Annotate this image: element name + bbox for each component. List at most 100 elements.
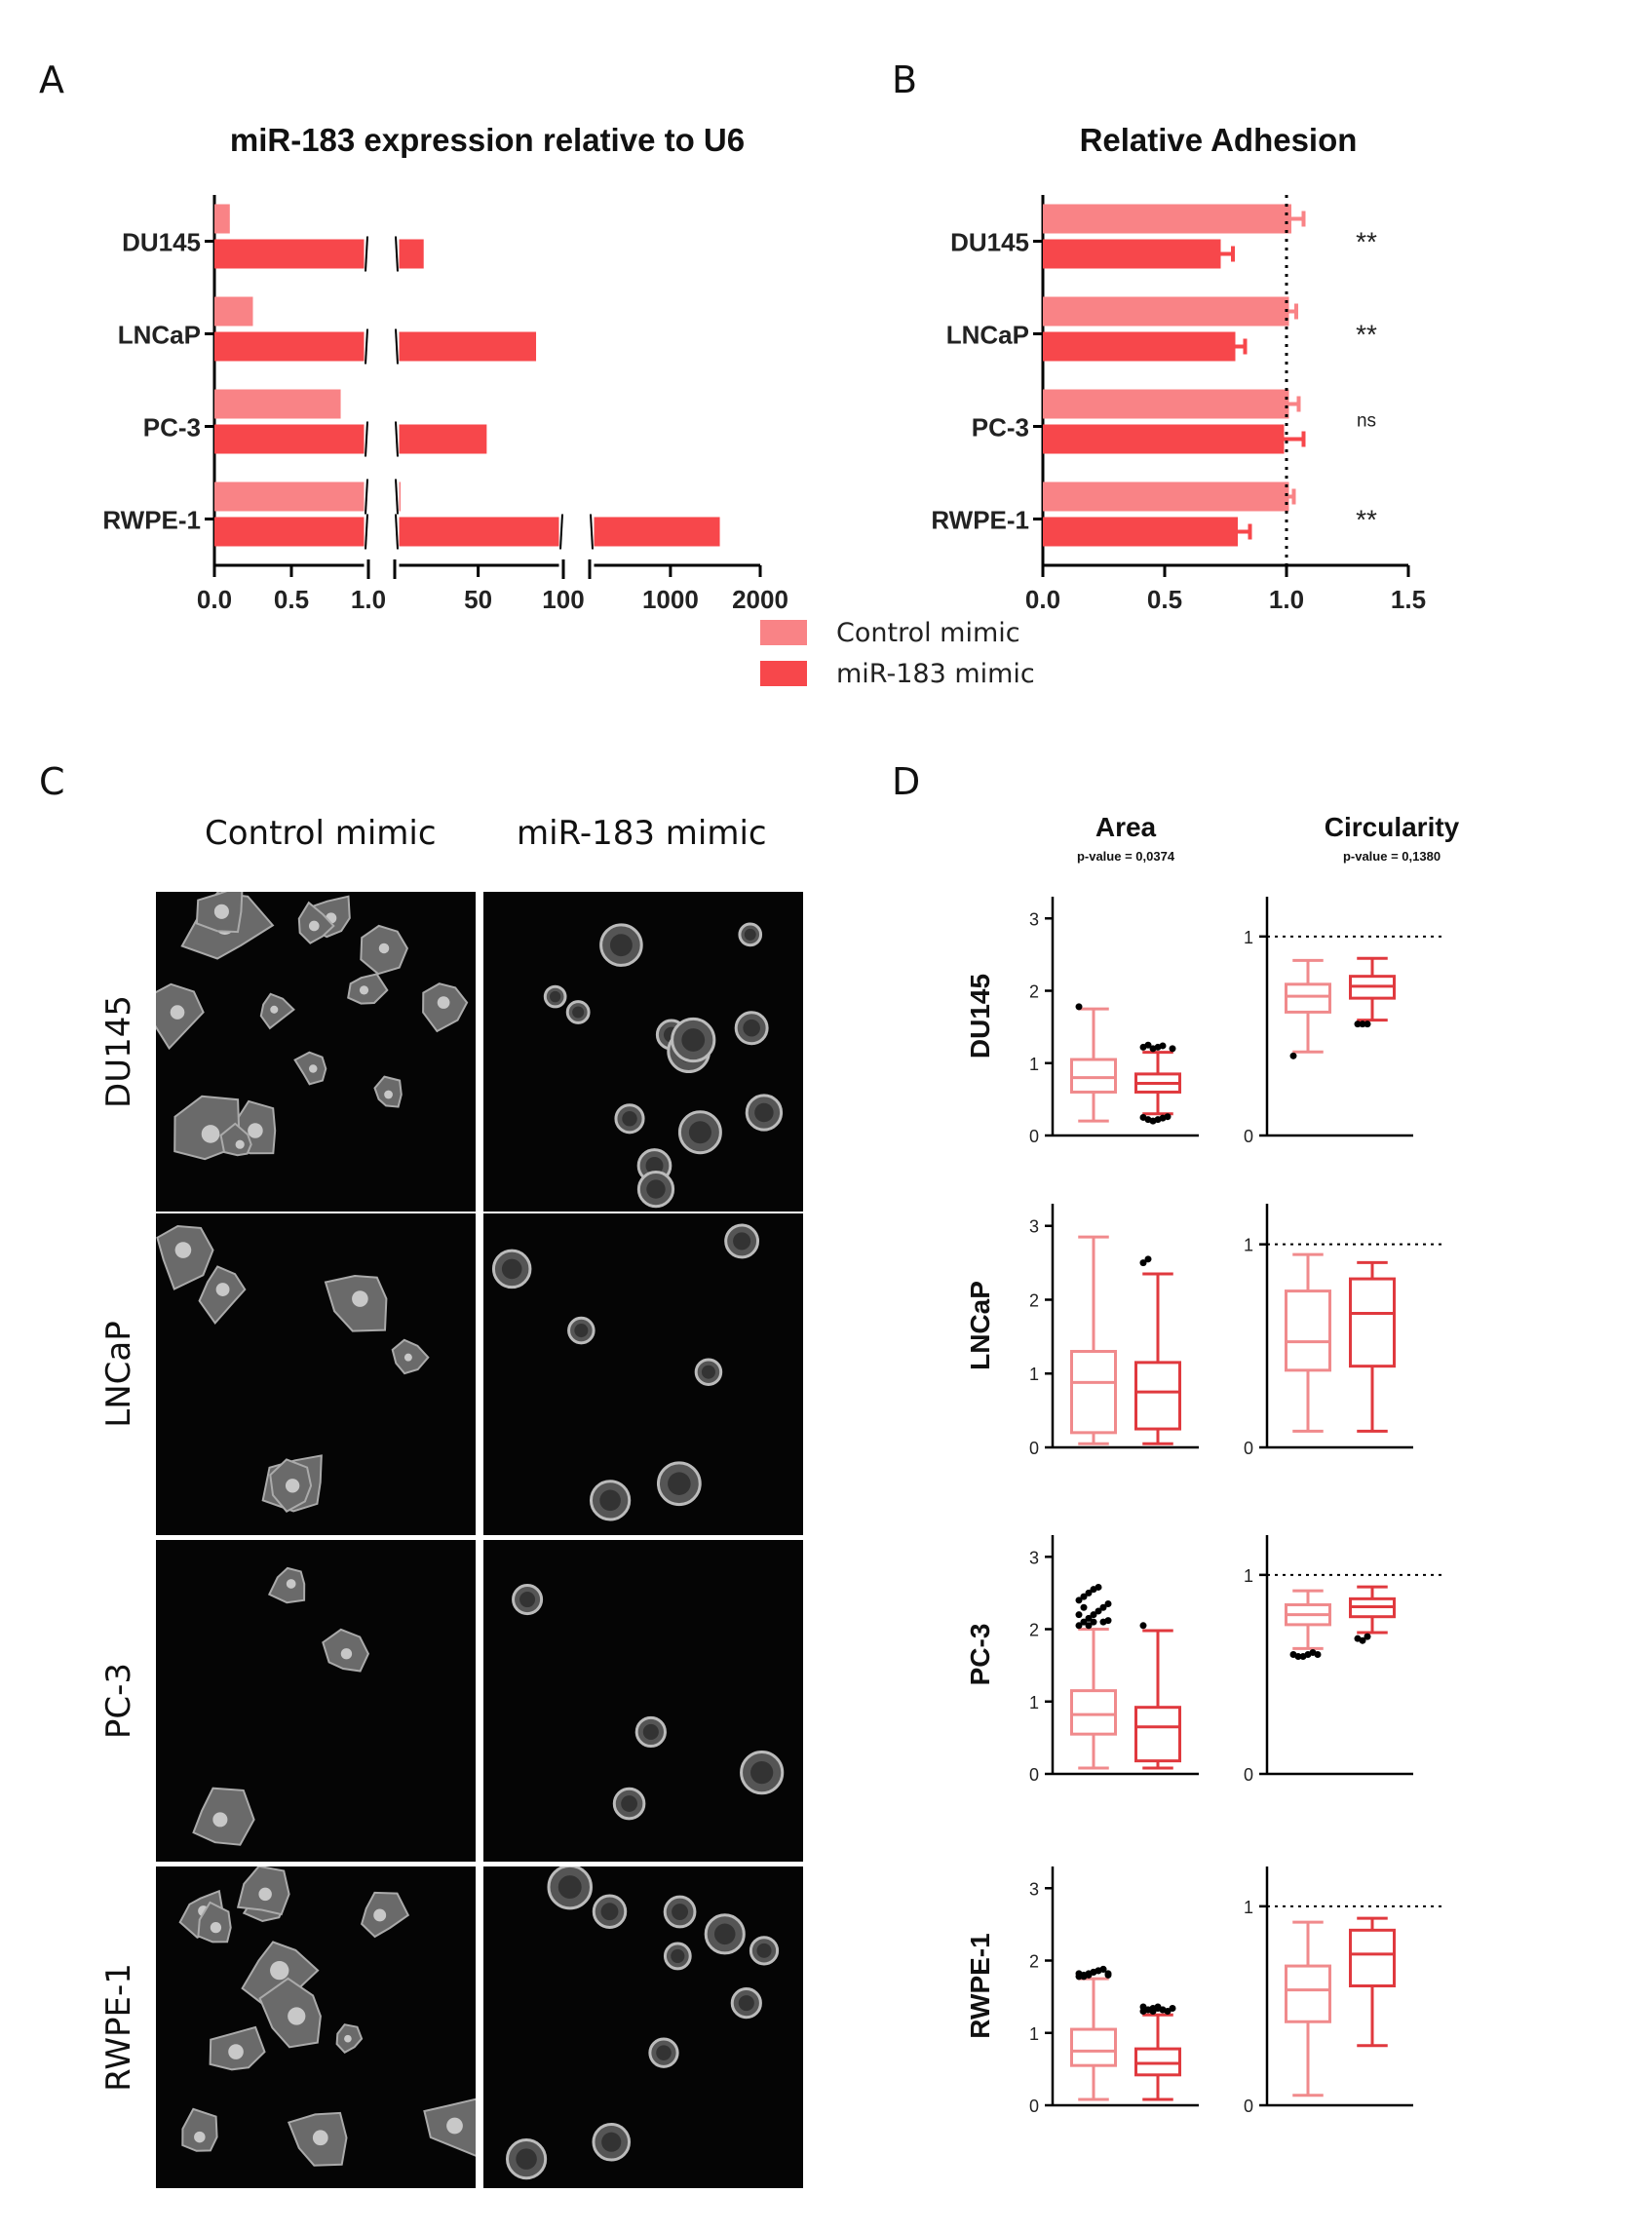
micrograph-cell-nucleus <box>215 1283 230 1296</box>
micrograph-cell-nucleus <box>549 990 561 1003</box>
chart-a-x-tick-label: 0.0 <box>197 585 232 614</box>
micrograph-cell-nucleus <box>228 2044 244 2059</box>
chart-d-outlier <box>1164 1113 1172 1121</box>
micrograph-cell-nucleus <box>308 1064 318 1073</box>
chart-a-break-mark <box>365 479 368 515</box>
chart-a-bar <box>214 296 253 327</box>
chart-d-y-tick-label: 1 <box>1029 2024 1039 2044</box>
chart-d-y-tick-label: 1 <box>1029 1055 1039 1074</box>
micrograph-cell-nucleus <box>572 1006 585 1019</box>
chart-a-bar <box>395 517 563 547</box>
micrograph-cell-nucleus <box>754 1102 774 1123</box>
chart-d-box <box>1070 1689 1117 1736</box>
micrograph-cell-nucleus <box>681 1028 706 1052</box>
chart-d-outlier <box>1169 2005 1176 2013</box>
chart-b-category-label: RWPE-1 <box>931 506 1029 535</box>
chart-d-y-tick-label: 0 <box>1244 1439 1253 1458</box>
chart-d-column-subtitle: p-value = 0,0374 <box>1077 849 1175 864</box>
chart-d-y-tick-label: 2 <box>1029 1290 1039 1310</box>
chart-d-box <box>1070 2027 1117 2067</box>
chart-b-category-label: PC-3 <box>972 413 1029 443</box>
chart-b-significance: ** <box>1356 227 1377 257</box>
micrograph-cell-nucleus <box>642 1723 659 1740</box>
micrograph-cell-nucleus <box>213 904 229 919</box>
micrograph-cell-nucleus <box>750 1761 774 1785</box>
chart-d-y-tick-label: 0 <box>1244 1127 1253 1146</box>
chart-d-y-tick-label: 0 <box>1029 1127 1039 1146</box>
chart-d-row-label: RWPE-1 <box>965 1933 995 2038</box>
micrograph-cells <box>505 1866 780 2180</box>
micrograph-cell-nucleus <box>600 1903 619 1921</box>
chart-d-outlier <box>1085 1622 1093 1630</box>
chart-d-outlier <box>1075 1003 1083 1011</box>
micrograph-cell-nucleus <box>312 2130 328 2146</box>
micrograph-cell-nucleus <box>501 1258 522 1280</box>
micrograph-cell-nucleus <box>671 1948 685 1964</box>
chart-a-break-mark <box>395 479 399 515</box>
micrograph-cell-nucleus <box>574 1324 589 1338</box>
micrograph-row-label: RWPE-1 <box>99 1963 138 2092</box>
chart-b-x-tick-label: 0.5 <box>1147 585 1182 614</box>
chart-b-bar <box>1043 424 1285 454</box>
chart-d-outlier <box>1354 1020 1362 1028</box>
chart-d-outlier <box>1075 1622 1083 1630</box>
chart-a-bar <box>214 389 341 419</box>
micrograph-cell-nucleus <box>373 1908 387 1922</box>
chart-d-column-subtitle: p-value = 0,1380 <box>1343 849 1441 864</box>
chart-d-y-tick-label: 3 <box>1029 1217 1039 1237</box>
chart-d-y-tick-label: 1 <box>1029 1693 1039 1712</box>
chart-b-bar <box>1043 204 1291 234</box>
micrograph-cell-nucleus <box>403 1353 412 1362</box>
chart-d-outlier <box>1364 1020 1371 1028</box>
micrograph-cell-nucleus <box>340 1648 353 1660</box>
chart-a-category-label: RWPE-1 <box>102 506 201 535</box>
chart-d-box <box>1285 1964 1331 2023</box>
chart-d-outlier <box>1104 1617 1112 1625</box>
chart-b-bar <box>1043 389 1289 419</box>
chart-a-break-mark <box>395 421 399 457</box>
chart-d-outlier <box>1294 1653 1302 1661</box>
micrograph-cell-nucleus <box>288 2007 306 2025</box>
chart-d-y-tick-label: 1 <box>1244 928 1253 947</box>
micrograph-cell-nucleus <box>384 1090 393 1099</box>
micrograph-tile <box>156 892 476 1212</box>
chart-a-bar <box>395 239 424 269</box>
micrograph-tile <box>483 892 803 1212</box>
chart-b-significance: ** <box>1356 320 1377 350</box>
chart-d-outlier <box>1095 1607 1102 1615</box>
chart-d-outlier <box>1075 1597 1083 1604</box>
chart-a-bar <box>214 204 230 234</box>
micrograph-column-title-control: Control mimic <box>205 814 437 853</box>
micrograph-cell-nucleus <box>688 1121 711 1144</box>
micrograph-cell-nucleus <box>286 1579 296 1589</box>
chart-d-y-tick-label: 2 <box>1029 1621 1039 1640</box>
chart-d-outlier <box>1075 1611 1083 1619</box>
chart-b-bar <box>1043 481 1289 512</box>
legend-item-control: Control mimic <box>760 612 1035 653</box>
chart-d-outlier <box>1090 1611 1097 1619</box>
micrograph-cells <box>192 1566 370 1846</box>
panel-letter-d: D <box>892 760 921 803</box>
chart-a-category-label: DU145 <box>122 228 201 257</box>
chart-d-column-title: Area <box>1095 812 1157 842</box>
chart-b-bar <box>1043 239 1221 269</box>
micrograph-cell <box>219 1122 252 1157</box>
chart-d-cell-morphology: Area p-value = 0,0374 Circularity p-value =… <box>965 812 1460 2116</box>
micrograph-cell-nucleus <box>258 1887 272 1902</box>
chart-b-title: Relative Adhesion <box>1080 122 1358 158</box>
chart-d-outlier <box>1099 1965 1107 1973</box>
micrograph-tile <box>483 1213 803 1535</box>
chart-b-x-tick-label: 1.5 <box>1391 585 1426 614</box>
chart-d-row-label: LNCaP <box>965 1281 995 1370</box>
chart-a-bar <box>395 331 537 362</box>
chart-b-x-tick-label: 0.0 <box>1025 585 1060 614</box>
chart-d-outlier <box>1095 1583 1102 1591</box>
chart-a-break-mark <box>590 514 594 550</box>
micrograph-cells <box>543 922 784 1209</box>
chart-a-category-label: LNCaP <box>118 321 201 350</box>
chart-d-outlier <box>1080 1593 1088 1600</box>
chart-a-x-tick-label: 1.0 <box>351 585 386 614</box>
chart-a-break-mark <box>365 514 368 550</box>
chart-d-box <box>1285 982 1331 1014</box>
chart-a-title: miR-183 expression relative to U6 <box>230 122 745 158</box>
